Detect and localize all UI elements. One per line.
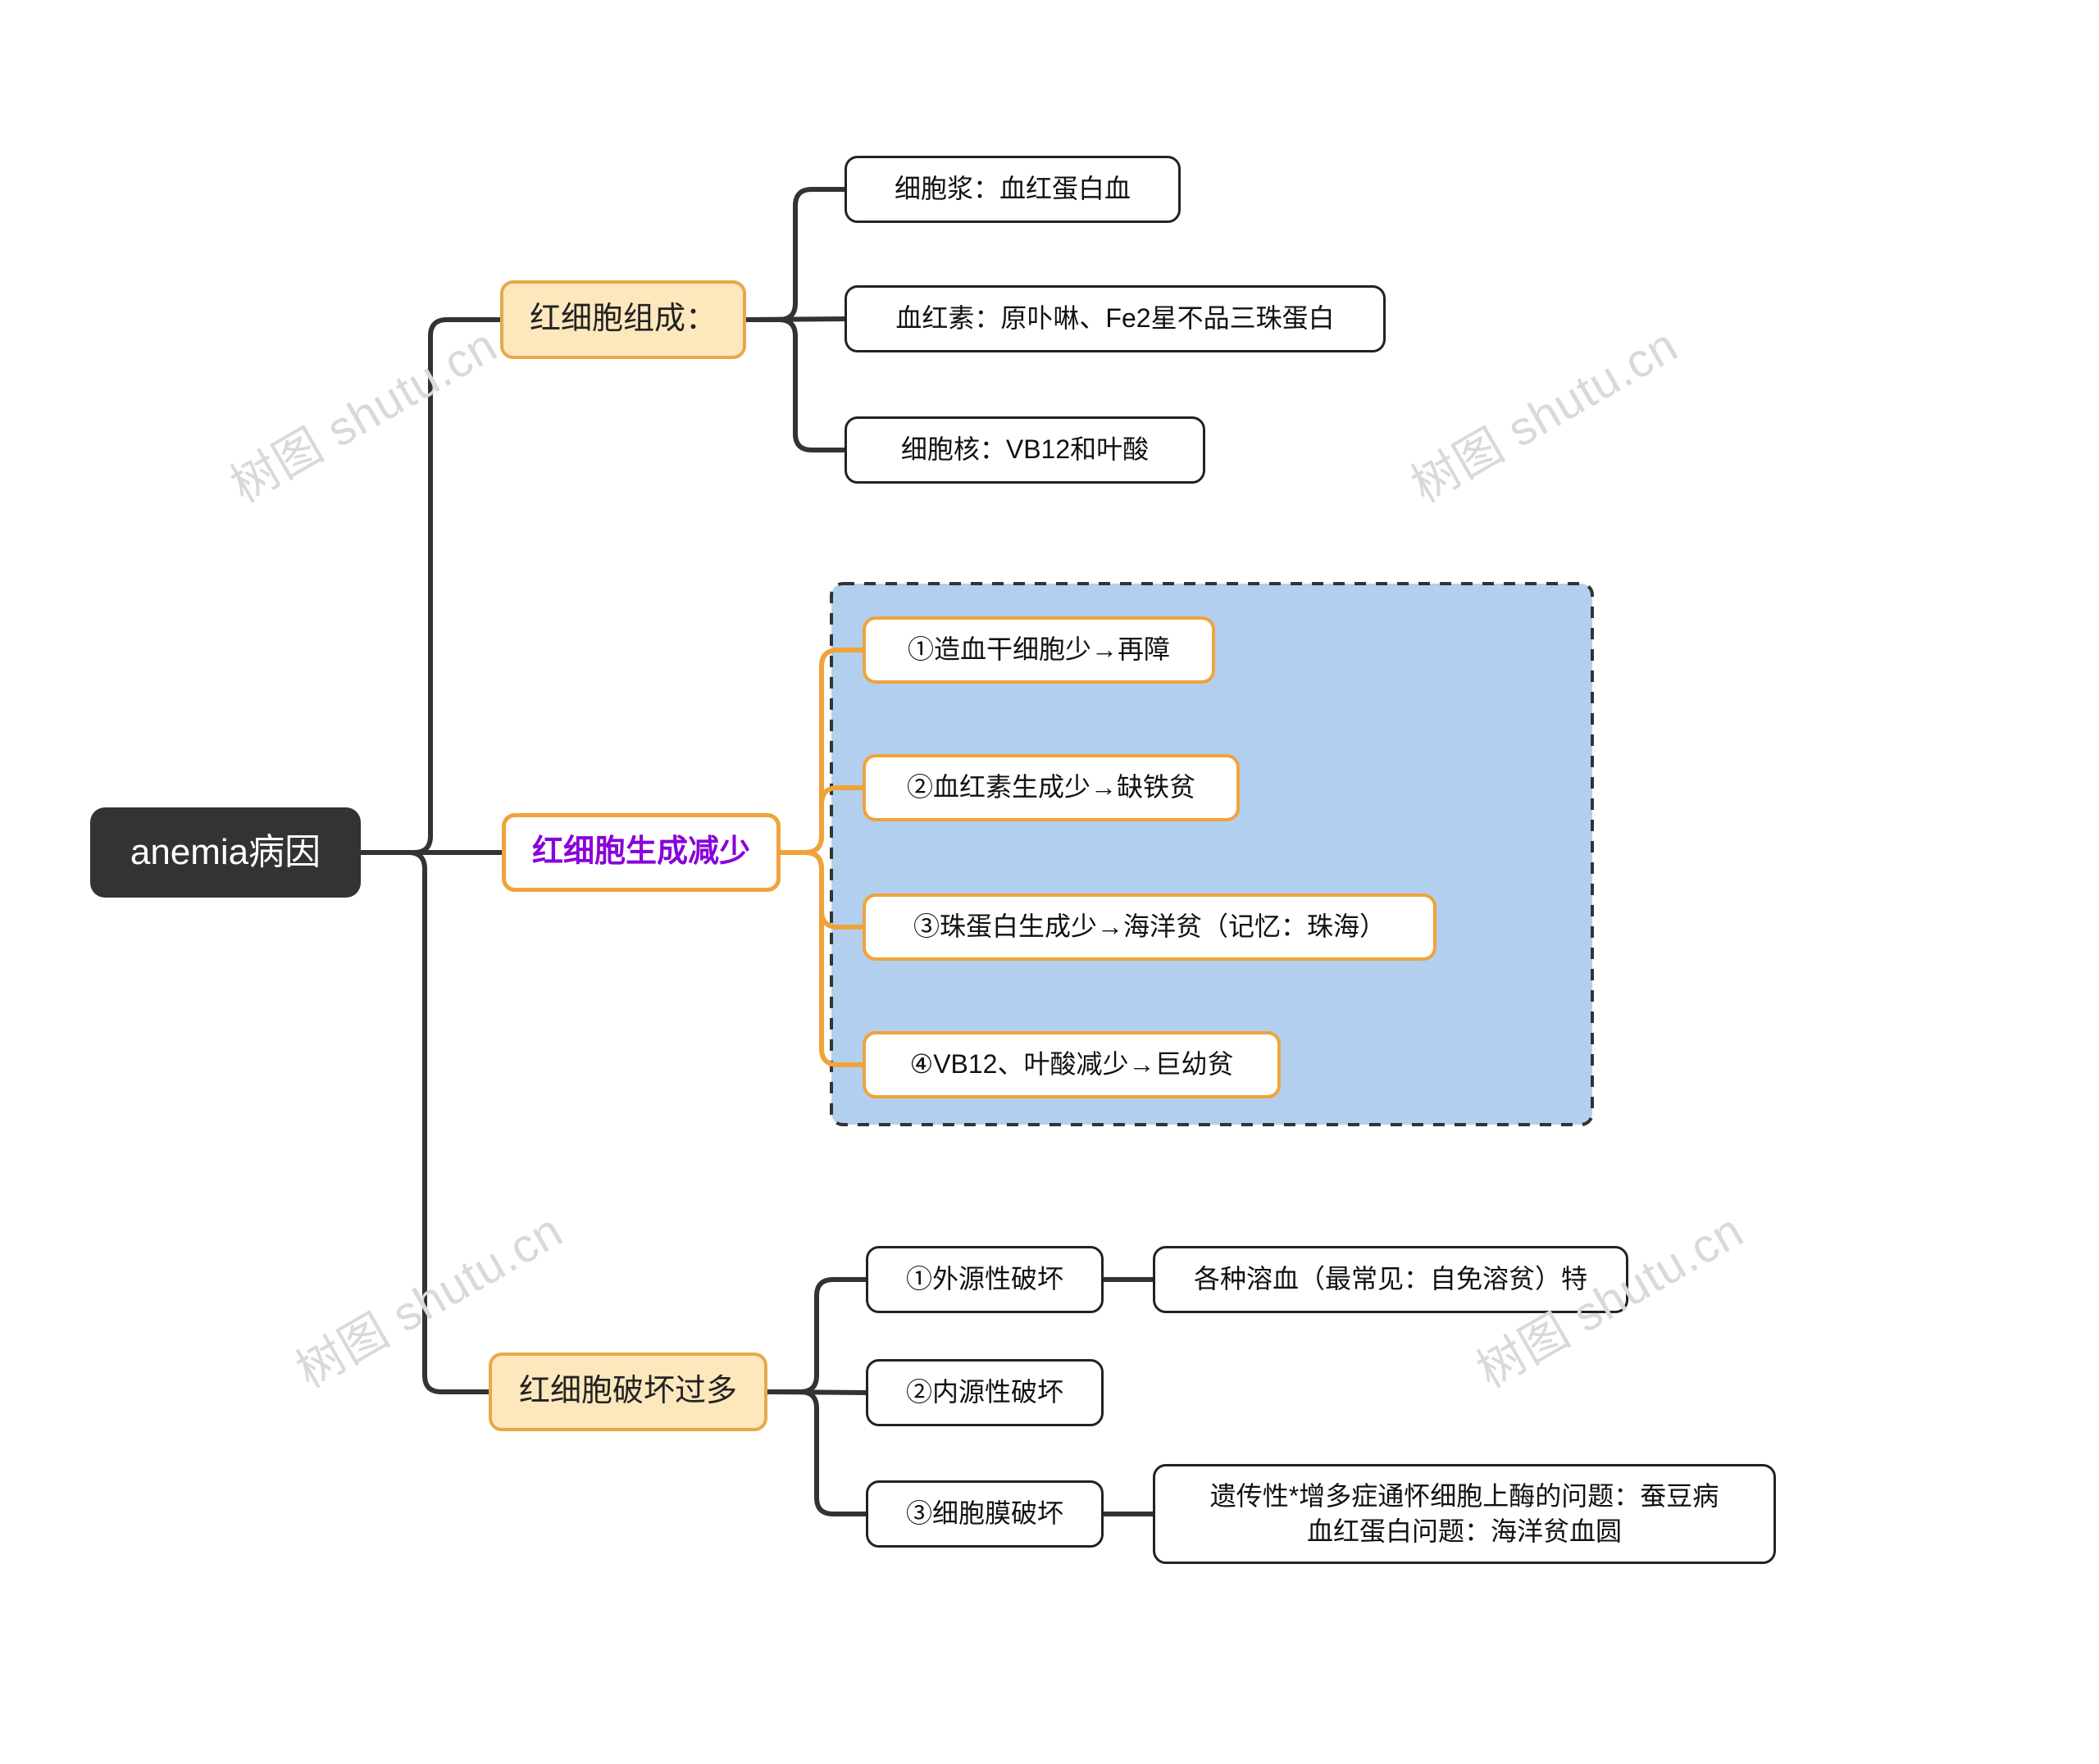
node-b2c3: ③珠蛋白生成少→海洋贫（记忆：珠海） xyxy=(863,893,1437,961)
node-b3c3: ③细胞膜破坏 xyxy=(866,1480,1104,1548)
edge-b3-b3c2 xyxy=(767,1392,866,1393)
node-b3c1: ①外源性破坏 xyxy=(866,1246,1104,1313)
edge-b1-b1c2 xyxy=(746,319,845,320)
node-b3c1d: 各种溶血（最常见：自免溶贫）特 xyxy=(1153,1246,1628,1313)
node-b3c3d: 遗传性*增多症通怀细胞上酶的问题：蚕豆病 血红蛋白问题：海洋贫血圆 xyxy=(1153,1464,1776,1564)
edge-b2-b2c3 xyxy=(781,852,863,927)
watermark: 树图 shutu.cn xyxy=(216,307,508,516)
node-root: anemia病因 xyxy=(90,807,361,898)
node-b2: 红细胞生成减少 xyxy=(502,813,781,892)
watermark: 树图 shutu.cn xyxy=(1396,307,1688,516)
edge-root-b1 xyxy=(361,320,500,852)
node-b2c4: ④VB12、叶酸减少→巨幼贫 xyxy=(863,1031,1281,1098)
edge-b2-b2c2 xyxy=(781,788,863,852)
node-b2c2: ②血红素生成少→缺铁贫 xyxy=(863,754,1240,821)
edge-b2-b2c1 xyxy=(781,650,863,852)
edge-b3-b3c3 xyxy=(767,1392,866,1514)
edge-b1-b1c3 xyxy=(746,320,845,450)
node-b1c2: 血红素：原卟啉、Fe2星不品三珠蛋白 xyxy=(845,285,1386,352)
edge-b2-b2c4 xyxy=(781,852,863,1065)
edge-b3-b3c1 xyxy=(767,1280,866,1392)
node-b3: 红细胞破坏过多 xyxy=(489,1353,767,1431)
node-b2c1: ①造血干细胞少→再障 xyxy=(863,616,1215,684)
node-b1c1: 细胞浆：血红蛋白血 xyxy=(845,156,1181,223)
node-b1: 红细胞组成： xyxy=(500,280,746,359)
node-b1c3: 细胞核：VB12和叶酸 xyxy=(845,416,1205,484)
edge-root-b3 xyxy=(361,852,489,1392)
diagram-canvas: anemia病因 红细胞组成： 红细胞生成减少红细胞破坏过多 细胞浆：血红蛋白血血红素… xyxy=(0,0,2099,1764)
node-b3c2: ②内源性破坏 xyxy=(866,1359,1104,1426)
edge-b1-b1c1 xyxy=(746,189,845,320)
